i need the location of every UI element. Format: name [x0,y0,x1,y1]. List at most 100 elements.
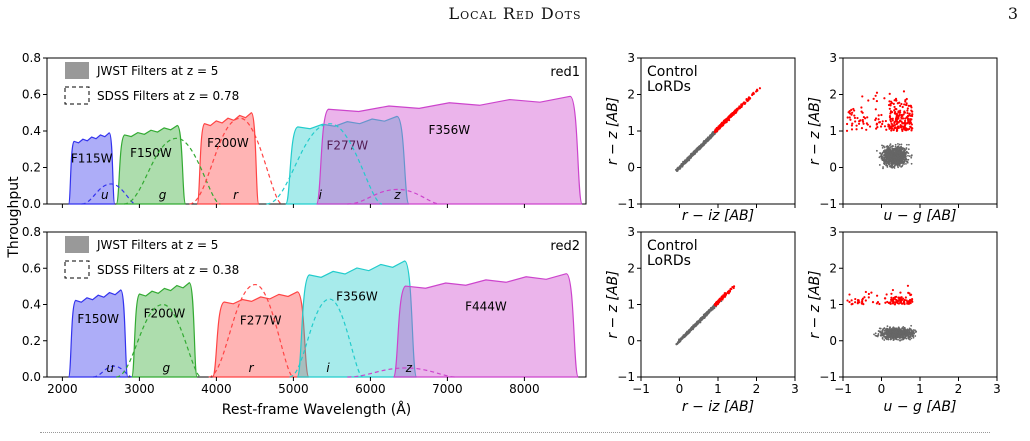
control-point [694,324,697,327]
lords-point [875,99,878,103]
lords-point [719,124,723,127]
lords-point [895,112,899,116]
lords-point [853,114,856,117]
lords-point [899,126,903,129]
jwst-filter-F150W [67,289,129,378]
lords-point [909,121,912,125]
control-point [882,166,884,168]
lords-point [723,292,726,295]
control-point [903,155,906,157]
lords-point [860,127,864,130]
lords-point [715,303,718,306]
control-point [886,153,888,156]
control-point [894,162,897,164]
jwst-filter-label: F356W [336,290,378,304]
legend-sdss-swatch [64,260,90,279]
sdss-filter-r [208,283,294,378]
y-tick-label: 0.2 [22,161,41,175]
y-tick-label: 1 [829,298,837,312]
lords-point [738,105,741,108]
control-point [890,158,893,161]
control-point [890,330,893,333]
lords-point [744,101,747,104]
sdss-filter-label: i [319,188,323,202]
control-point [881,329,884,332]
control-point [682,162,685,164]
control-point [907,336,910,339]
x-tick-label: 7000 [432,382,463,396]
x-axis-label: u − g [AB] [884,399,957,415]
lords-point [900,296,903,299]
y-tick-label: −1 [819,370,837,384]
control-point [689,156,692,158]
lords-point [891,299,894,302]
control-point [899,329,902,332]
panel-label: red1 [550,65,580,80]
panel-label: red2 [550,239,580,254]
lords-point [900,302,903,305]
x-tick-label: −1 [834,382,852,396]
control-point [881,159,884,161]
legend-sdss-label: SDSS Filters at z = 0.78 [97,89,239,103]
control-point [902,338,905,341]
lords-point [715,127,718,130]
lords-point [859,119,862,122]
lords-point [867,99,870,102]
lords-point [746,99,749,103]
lords-point [860,302,863,305]
lords-point [853,116,857,120]
x-tick-label: 3 [791,382,799,396]
lords-point [717,299,721,302]
control-point [900,160,903,163]
lords-point [850,299,853,302]
control-point [890,164,893,167]
control-point [877,330,880,332]
lords-point [899,124,902,127]
y-axis-label: r − z [AB] [807,270,823,338]
control-point [893,333,895,336]
control-point [905,162,907,165]
x-tick-label: 0 [878,382,886,396]
sdss-filter-z [347,367,456,378]
control-point [894,331,897,334]
lords-point [861,298,864,302]
y-tick-label: 0.6 [22,88,41,102]
control-point [882,145,885,148]
lords-point [900,102,903,106]
lords-point [881,122,884,126]
lords-point [901,125,904,128]
control-point [683,161,686,164]
lords-point [907,119,910,122]
lords-point [877,114,880,117]
lords-point [891,125,894,128]
legend-jwst-label: JWST Filters at z = 5 [96,238,218,252]
lords-point [889,302,892,305]
lords-point [862,115,865,119]
control-point [885,329,887,332]
control-point [892,148,895,151]
panel-frame [842,231,998,378]
control-point [709,134,712,137]
lords-point [893,120,896,124]
control-point [911,333,913,335]
jwst-filter-F277W [211,291,310,378]
lords-point [903,103,906,106]
control-point [907,158,910,161]
lords-point [908,114,911,117]
lords-point [860,106,863,109]
lords-point [901,105,904,109]
y-tick-label: 3 [627,225,635,239]
y-tick-label: 1 [829,124,837,138]
y-tick-label: 2 [829,261,837,275]
control-point [896,331,899,333]
lords-point [888,107,891,110]
legend-control: Control [647,64,698,80]
lords-point [891,117,894,120]
control-point [694,323,697,326]
y-tick-label: 0.8 [22,225,41,239]
control-point [700,143,703,146]
lords-point [851,111,854,114]
lords-point [736,107,739,111]
control-point [692,152,695,155]
